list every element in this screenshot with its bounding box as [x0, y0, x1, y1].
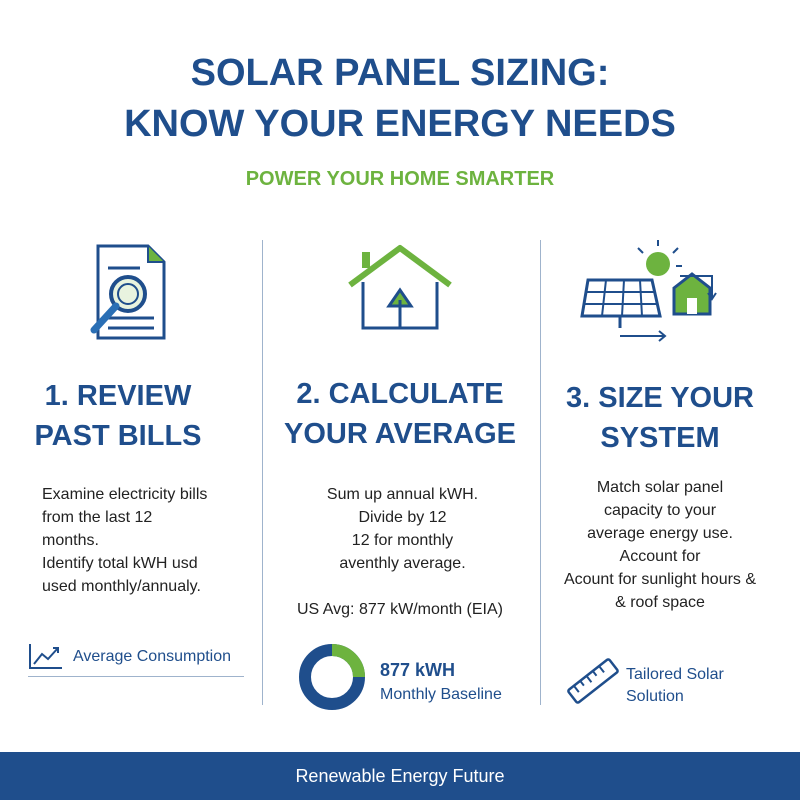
ruler-icon	[567, 658, 619, 704]
body-line: Match solar panel	[596, 479, 724, 496]
body-line: 12 for monthly	[351, 532, 454, 549]
subtitle: POWER YOUR HOME SMARTER	[245, 168, 555, 190]
bill-icon	[90, 244, 166, 340]
step-body: Match solar panel capacity to your avera…	[540, 476, 780, 614]
body-line: Examine electricity bills	[42, 486, 208, 503]
body-line: Acount for sunlight hours &	[563, 571, 757, 588]
divider	[540, 240, 541, 705]
footer-text: Renewable Energy Future	[295, 766, 505, 786]
body-line: average energy use.	[587, 525, 733, 542]
step-body: Sum up annual kWH. Divide by 12 12 for m…	[285, 483, 520, 575]
step-heading: PAST BILLS	[34, 420, 202, 452]
body-line: & roof space	[615, 594, 705, 611]
donut	[299, 644, 365, 710]
divider	[262, 240, 263, 705]
body-line: Divide by 12	[358, 509, 447, 526]
footer-line: Solution	[626, 688, 684, 705]
step-note: US Avg: 877 kW/month (EIA)	[296, 601, 503, 618]
step-heading: 1. REVIEW	[44, 380, 192, 412]
body-line: aventhly average.	[339, 555, 466, 572]
step-body: Examine electricity bills from the last …	[42, 483, 257, 598]
body-line: from the last 12	[42, 509, 153, 526]
body-line: used monthly/annualy.	[42, 578, 201, 595]
trend-icon	[29, 644, 62, 669]
baseline-label: Monthly Baseline	[380, 686, 502, 703]
footer-label: Average Consumption	[73, 648, 232, 665]
step-heading: YOUR AVERAGE	[283, 418, 517, 450]
house-icon	[348, 245, 452, 330]
body-line: months.	[42, 532, 99, 549]
baseline-value: 877 kWH	[380, 660, 456, 680]
body-line: Identify total kWH usd	[42, 555, 198, 572]
body-line: capacity to your	[603, 502, 717, 519]
underline	[28, 676, 244, 677]
solar-icon	[580, 240, 717, 342]
body-line: Account for	[619, 548, 701, 565]
footer-line: Tailored Solar	[626, 666, 724, 683]
body-line: Sum up annual kWH.	[326, 486, 479, 503]
step-heading: SYSTEM	[600, 422, 720, 454]
title-line: SOLAR PANEL SIZING:	[190, 52, 610, 94]
footer-bar: Renewable Energy Future	[0, 752, 800, 800]
step-heading: 3. SIZE YOUR	[565, 382, 755, 414]
step-heading: 2. CALCULATE	[296, 378, 504, 410]
footer-label: Tailored Solar Solution	[626, 664, 724, 708]
title-line: KNOW YOUR ENERGY NEEDS	[124, 103, 676, 145]
